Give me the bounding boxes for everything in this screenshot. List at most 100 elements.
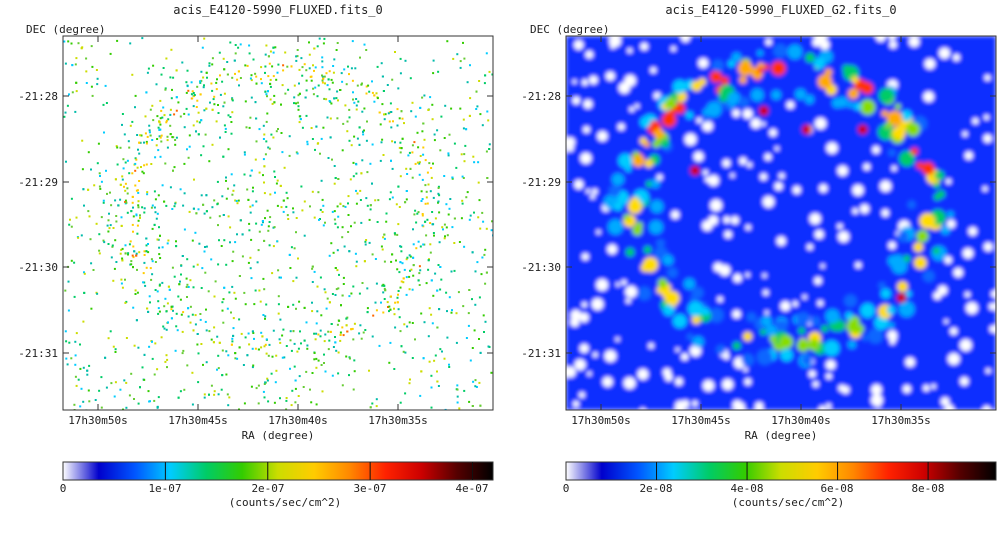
pixel xyxy=(293,102,295,105)
pixel xyxy=(100,406,103,409)
pixel xyxy=(348,374,350,377)
pixel xyxy=(231,260,234,263)
pixel xyxy=(488,70,491,73)
pixel xyxy=(273,94,276,97)
pixel xyxy=(311,138,314,140)
pixel xyxy=(123,185,125,188)
pixel xyxy=(324,370,327,373)
pixel xyxy=(389,341,392,344)
pixel xyxy=(361,82,363,85)
pixel xyxy=(381,103,384,106)
pixel xyxy=(109,191,111,194)
pixel xyxy=(127,253,129,256)
pixel xyxy=(137,200,140,203)
blob xyxy=(574,179,584,190)
blob xyxy=(786,101,795,109)
pixel xyxy=(381,248,384,251)
pixel xyxy=(269,78,272,81)
pixel xyxy=(321,390,324,393)
pixel xyxy=(351,79,354,82)
pixel xyxy=(98,185,101,188)
pixel xyxy=(355,172,358,175)
pixel xyxy=(90,262,93,265)
pixel xyxy=(151,227,154,230)
pixel xyxy=(463,245,466,248)
blob xyxy=(737,61,753,76)
pixel xyxy=(231,337,234,340)
pixel xyxy=(152,64,155,67)
pixel xyxy=(402,281,405,284)
pixel xyxy=(409,167,412,170)
pixel xyxy=(231,111,234,114)
pixel xyxy=(159,128,162,131)
pixel xyxy=(281,334,284,337)
pixel xyxy=(249,256,252,259)
pixel xyxy=(400,280,403,283)
pixel xyxy=(187,156,190,159)
pixel xyxy=(91,94,94,97)
pixel xyxy=(85,57,88,60)
pixel xyxy=(244,100,247,103)
pixel xyxy=(404,392,407,395)
pixel xyxy=(160,140,163,143)
pixel xyxy=(342,276,345,279)
pixel xyxy=(490,371,493,374)
blob xyxy=(672,314,687,328)
blob xyxy=(808,370,816,378)
blob xyxy=(880,180,892,192)
pixel xyxy=(475,386,478,388)
pixel xyxy=(329,330,332,333)
blob xyxy=(608,185,621,197)
pixel xyxy=(296,55,299,58)
pixel xyxy=(156,212,159,215)
pixel xyxy=(355,98,358,100)
pixel xyxy=(210,82,213,85)
pixel xyxy=(167,239,170,242)
pixel xyxy=(190,93,193,96)
pixel xyxy=(385,220,388,223)
pixel xyxy=(136,134,139,136)
pixel xyxy=(290,349,293,352)
pixel xyxy=(119,388,122,391)
pixel xyxy=(295,102,297,105)
pixel xyxy=(173,205,176,208)
pixel xyxy=(306,347,309,350)
pixel xyxy=(172,169,174,172)
pixel xyxy=(444,235,446,238)
pixel xyxy=(296,152,299,155)
pixel xyxy=(482,314,485,317)
pixel xyxy=(205,308,207,311)
pixel xyxy=(264,317,266,320)
pixel xyxy=(405,293,408,296)
pixel xyxy=(320,314,323,317)
pixel xyxy=(456,401,459,404)
pixel xyxy=(477,216,480,219)
pixel xyxy=(298,82,300,85)
blob xyxy=(733,273,742,283)
pixel xyxy=(422,146,425,149)
pixel xyxy=(289,330,292,333)
pixel xyxy=(147,243,149,245)
blob xyxy=(923,91,934,103)
blob xyxy=(787,44,803,60)
pixel xyxy=(303,306,306,309)
pixel xyxy=(186,258,189,261)
blob xyxy=(745,224,751,231)
pixel xyxy=(287,305,290,308)
cb-tick-label: 0 xyxy=(60,482,67,495)
pixel xyxy=(362,130,364,133)
pixel xyxy=(274,381,277,384)
pixel xyxy=(355,104,358,107)
pixel xyxy=(85,82,88,84)
pixel xyxy=(85,70,88,73)
pixel xyxy=(322,42,325,45)
pixel xyxy=(298,92,301,95)
cb-tick-label: 4e-07 xyxy=(455,482,488,495)
pixel xyxy=(222,155,225,158)
pixel xyxy=(429,190,432,193)
pixel xyxy=(142,172,145,175)
pixel xyxy=(180,313,183,316)
pixel xyxy=(69,218,71,221)
pixel xyxy=(257,348,260,351)
blob xyxy=(892,254,904,265)
